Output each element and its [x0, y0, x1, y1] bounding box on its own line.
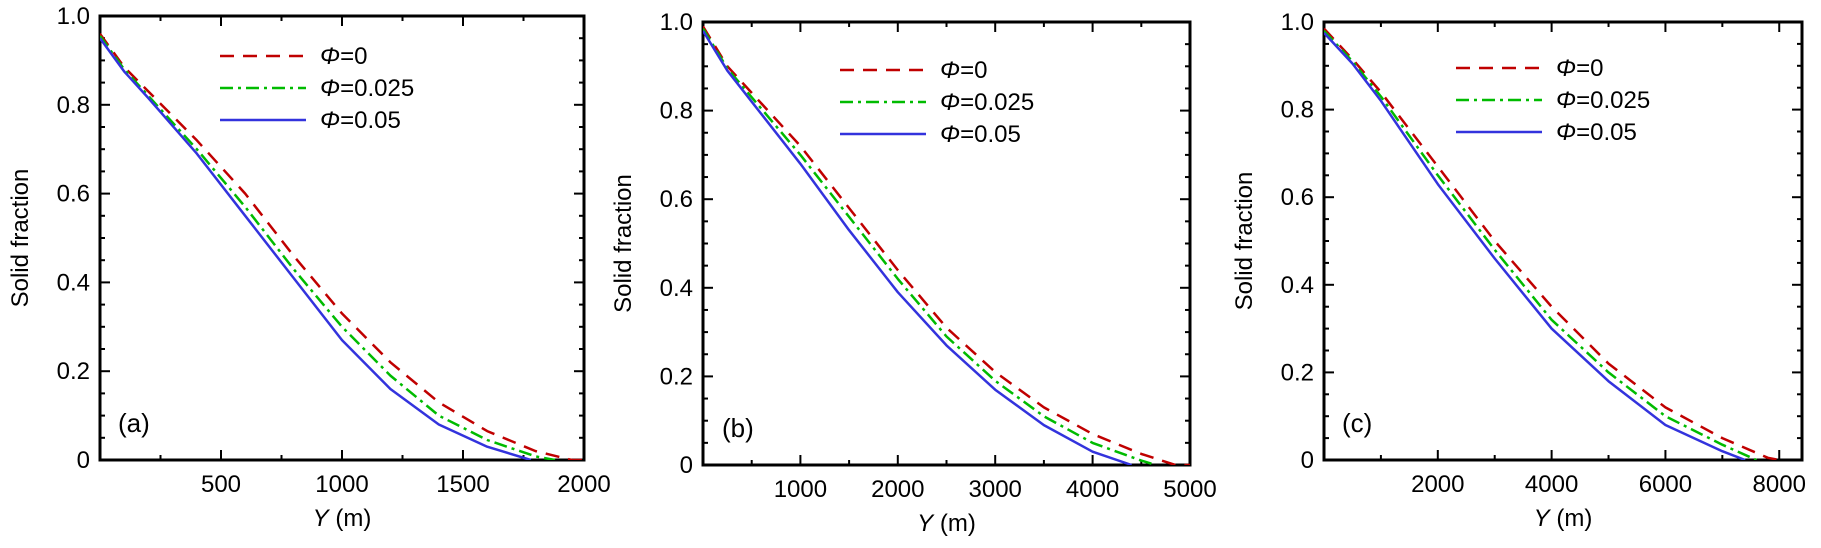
series-line-1: [703, 27, 1157, 465]
x-axis-title: Y (m): [313, 505, 372, 532]
y-tick-label: 0.2: [660, 363, 693, 390]
series-lines: [1324, 27, 1780, 460]
series-line-2: [1324, 32, 1746, 460]
x-axis-unit: (m): [933, 510, 976, 537]
x-tick-label: 4000: [1525, 471, 1578, 498]
legend-value: =0: [1576, 55, 1603, 82]
x-axis-variable: Y: [1534, 505, 1552, 532]
y-tick-label: 1.0: [1281, 9, 1314, 36]
y-tick-label: 0: [1301, 447, 1314, 474]
legend-label-0: Φ=0: [1556, 55, 1603, 82]
legend-symbol: Φ: [940, 57, 960, 84]
legend-label-1: Φ=0.025: [1556, 87, 1650, 114]
legend-symbol: Φ: [1556, 55, 1576, 82]
legend-value: =0: [340, 43, 367, 70]
y-tick-label: 1.0: [660, 9, 693, 36]
x-axis-title: Y (m): [1534, 505, 1593, 532]
legend-symbol: Φ: [940, 121, 960, 148]
x-tick-label: 1500: [436, 471, 489, 498]
series-lines: [703, 25, 1190, 465]
panel-label: (a): [118, 408, 150, 438]
x-tick-label: 1000: [315, 471, 368, 498]
legend-label-1: Φ=0.025: [320, 75, 414, 102]
x-tick-label: 3000: [969, 476, 1022, 503]
legend-value: =0: [960, 57, 987, 84]
legend-symbol: Φ: [320, 75, 340, 102]
y-axis-title: Solid fraction: [7, 169, 34, 308]
x-tick-label: 2000: [557, 471, 610, 498]
x-tick-label: 5000: [1163, 476, 1216, 503]
legend-label-2: Φ=0.05: [320, 107, 401, 134]
legend-symbol: Φ: [320, 107, 340, 134]
x-axis-unit: (m): [329, 505, 372, 532]
panel-a: 0 0.2 0.4 0.6 0.8 1.0 500 1000 1500 2000 Y (m) Soli…: [7, 3, 611, 532]
y-tick-label: 0.6: [57, 181, 90, 208]
legend-label-0: Φ=0: [940, 57, 987, 84]
legend-value: =0.05: [1576, 119, 1637, 146]
x-tick-label: 4000: [1066, 476, 1119, 503]
x-axis-variable: Y: [917, 510, 935, 537]
y-tick-label: 0: [680, 452, 693, 479]
legend-symbol: Φ: [940, 89, 960, 116]
x-axis-variable: Y: [313, 505, 331, 532]
y-tick-label: 0.2: [1281, 359, 1314, 386]
legend-value: =0.025: [1576, 87, 1650, 114]
x-axis-title: Y (m): [917, 510, 976, 537]
legend-symbol: Φ: [320, 43, 340, 70]
series-line-1: [1324, 29, 1758, 460]
legend-value: =0.025: [340, 75, 414, 102]
y-tick-label: 0: [77, 447, 90, 474]
y-tick-label: 0.4: [57, 269, 90, 296]
panel-label: (b): [722, 413, 754, 443]
panel-c: 0 0.2 0.4 0.6 0.8 1.0 2000 4000 6000 8000 Y (m) Sol…: [1231, 9, 1806, 532]
series-line-0: [100, 33, 584, 460]
x-tick-label: 500: [201, 471, 241, 498]
x-tick-label: 2000: [871, 476, 924, 503]
y-tick-label: 0.6: [1281, 184, 1314, 211]
series-line-0: [703, 25, 1190, 465]
y-tick-label: 0.4: [660, 275, 693, 302]
y-tick-label: 0.4: [1281, 272, 1314, 299]
y-tick-label: 0.8: [1281, 97, 1314, 124]
series-line-2: [100, 37, 532, 460]
legend-value: =0.05: [340, 107, 401, 134]
x-tick-label: 8000: [1753, 471, 1806, 498]
series-line-1: [100, 35, 556, 460]
series-lines: [100, 33, 584, 460]
panel-b: 0 0.2 0.4 0.6 0.8 1.0 1000 2000 3000 4000 5000 Y (m…: [610, 9, 1217, 537]
x-tick-label: 6000: [1639, 471, 1692, 498]
legend-label-2: Φ=0.05: [1556, 119, 1637, 146]
series-line-2: [703, 30, 1133, 465]
legend-label-1: Φ=0.025: [940, 89, 1034, 116]
y-tick-label: 0.6: [660, 186, 693, 213]
legend-value: =0.05: [960, 121, 1021, 148]
legend-value: =0.025: [960, 89, 1034, 116]
legend-symbol: Φ: [1556, 87, 1576, 114]
x-axis-unit: (m): [1550, 505, 1593, 532]
legend-symbol: Φ: [1556, 119, 1576, 146]
legend-label-2: Φ=0.05: [940, 121, 1021, 148]
series-line-0: [1324, 27, 1780, 460]
y-axis-title: Solid fraction: [610, 174, 637, 313]
y-tick-label: 0.2: [57, 358, 90, 385]
x-tick-label: 1000: [774, 476, 827, 503]
y-axis-title: Solid fraction: [1231, 172, 1258, 311]
y-tick-label: 1.0: [57, 3, 90, 30]
panel-label: (c): [1342, 408, 1372, 438]
legend-label-0: Φ=0: [320, 43, 367, 70]
x-tick-label: 2000: [1411, 471, 1464, 498]
y-tick-label: 0.8: [57, 92, 90, 119]
y-tick-label: 0.8: [660, 98, 693, 125]
